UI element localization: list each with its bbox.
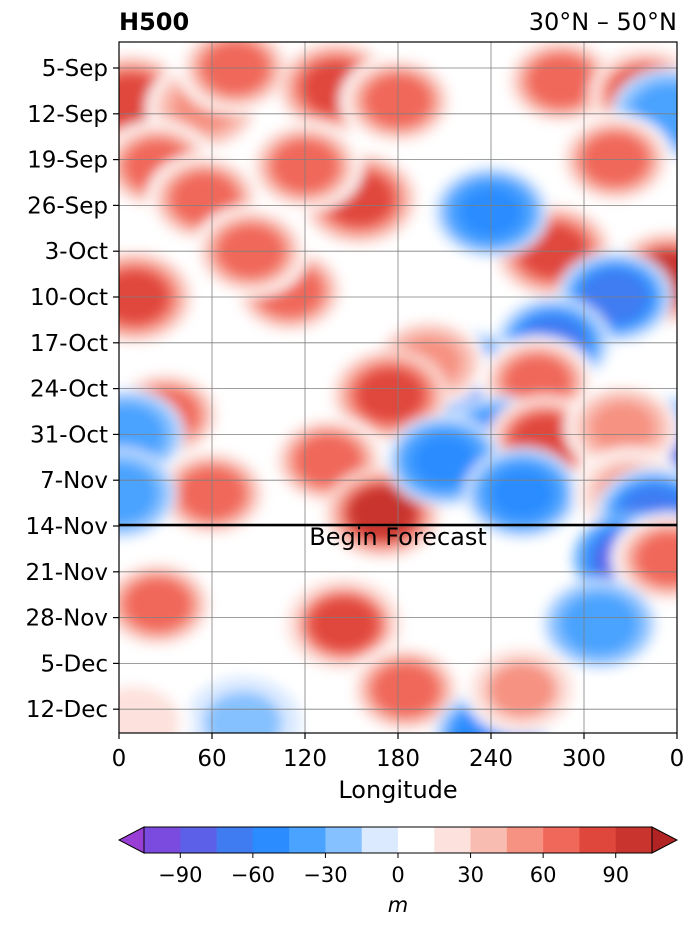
- x-tick-label: 0: [112, 746, 127, 772]
- anomaly-blob: [295, 434, 361, 487]
- colorbar-tick-label: 30: [457, 863, 484, 887]
- colorbar-tick-label: −60: [231, 863, 275, 887]
- x-tick-label: 120: [283, 746, 327, 772]
- chart-title-left: H500: [119, 8, 189, 36]
- y-axis: 5-Sep 12-Sep 19-Sep 26-Sep 3-Oct 10-Oct 17-Oct…: [26, 56, 119, 723]
- colorbar-segment: [325, 827, 363, 853]
- y-tick-label: 24-Oct: [30, 377, 108, 403]
- y-tick-label: 3-Oct: [45, 239, 108, 265]
- colorbar-segment: [216, 827, 254, 853]
- y-tick-label: 12-Dec: [26, 697, 108, 723]
- colorbar-segment: [361, 827, 399, 853]
- chart-title-right: 30°N – 50°N: [529, 8, 677, 36]
- colorbar-tick-label: −30: [303, 863, 347, 887]
- colorbar-segment: [470, 827, 508, 853]
- colorbar-tick-label: −90: [158, 863, 202, 887]
- y-tick-label: 28-Nov: [26, 606, 108, 632]
- colorbar-segment: [615, 827, 653, 853]
- y-tick-label: 26-Sep: [27, 193, 108, 219]
- colorbar-segment: [252, 827, 290, 853]
- colorbar-extend-min: [117, 826, 145, 854]
- y-tick-label: 19-Sep: [27, 148, 108, 174]
- y-tick-label: 17-Oct: [30, 331, 108, 357]
- x-tick-label: 240: [469, 746, 513, 772]
- x-tick-label: 180: [376, 746, 420, 772]
- colorbar-tick-label: 60: [530, 863, 557, 887]
- colorbar-label: m: [388, 893, 408, 917]
- y-tick-label: 7-Nov: [40, 468, 108, 494]
- anomaly-blob: [412, 434, 477, 487]
- colorbar-segment: [506, 827, 544, 853]
- colorbar-segment: [434, 827, 472, 853]
- colorbar-tick-label: 90: [602, 863, 629, 887]
- anomaly-blob: [567, 598, 632, 650]
- colorbar-segment: [543, 827, 580, 853]
- anomaly-blob: [357, 369, 423, 421]
- y-tick-label: 21-Nov: [26, 560, 108, 586]
- y-tick-label: 5-Dec: [41, 651, 108, 677]
- colorbar-segment: [398, 827, 435, 853]
- anomaly-blob: [505, 356, 570, 408]
- anomaly-blob: [119, 696, 167, 733]
- anomaly-blob: [489, 467, 555, 520]
- x-axis-label: Longitude: [338, 776, 457, 804]
- colorbar-extend-max: [651, 826, 679, 854]
- y-tick-label: 5-Sep: [42, 56, 108, 82]
- x-tick-label: 60: [197, 746, 226, 772]
- colorbar: −90 −60 −30 0 30 60 90: [117, 826, 679, 887]
- colorbar-segment: [144, 827, 181, 853]
- y-tick-label: 10-Oct: [30, 285, 108, 311]
- anomaly-blob: [125, 578, 191, 631]
- anomaly-blob: [210, 696, 276, 733]
- y-tick-label: 12-Sep: [27, 102, 108, 128]
- contour-field: [119, 42, 677, 733]
- x-tick-label: 0: [670, 746, 685, 772]
- x-axis: 0 60 120 180 240 300 0: [112, 733, 685, 772]
- colorbar-segment: [579, 827, 617, 853]
- colorbar-segment: [180, 827, 218, 853]
- anomaly-blob: [528, 55, 594, 107]
- anomaly-blob: [171, 173, 237, 225]
- anomaly-blob: [311, 598, 377, 650]
- colorbar-tick-label: 0: [391, 863, 404, 887]
- anomaly-blob: [489, 663, 555, 716]
- anomaly-blob: [373, 663, 439, 716]
- x-tick-label: 300: [562, 746, 606, 772]
- y-tick-label: 14-Nov: [26, 514, 108, 540]
- y-tick-label: 31-Oct: [30, 422, 108, 448]
- colorbar-segment: [289, 827, 326, 853]
- anomaly-blob: [590, 402, 656, 454]
- begin-forecast-annotation: Begin Forecast: [309, 523, 487, 551]
